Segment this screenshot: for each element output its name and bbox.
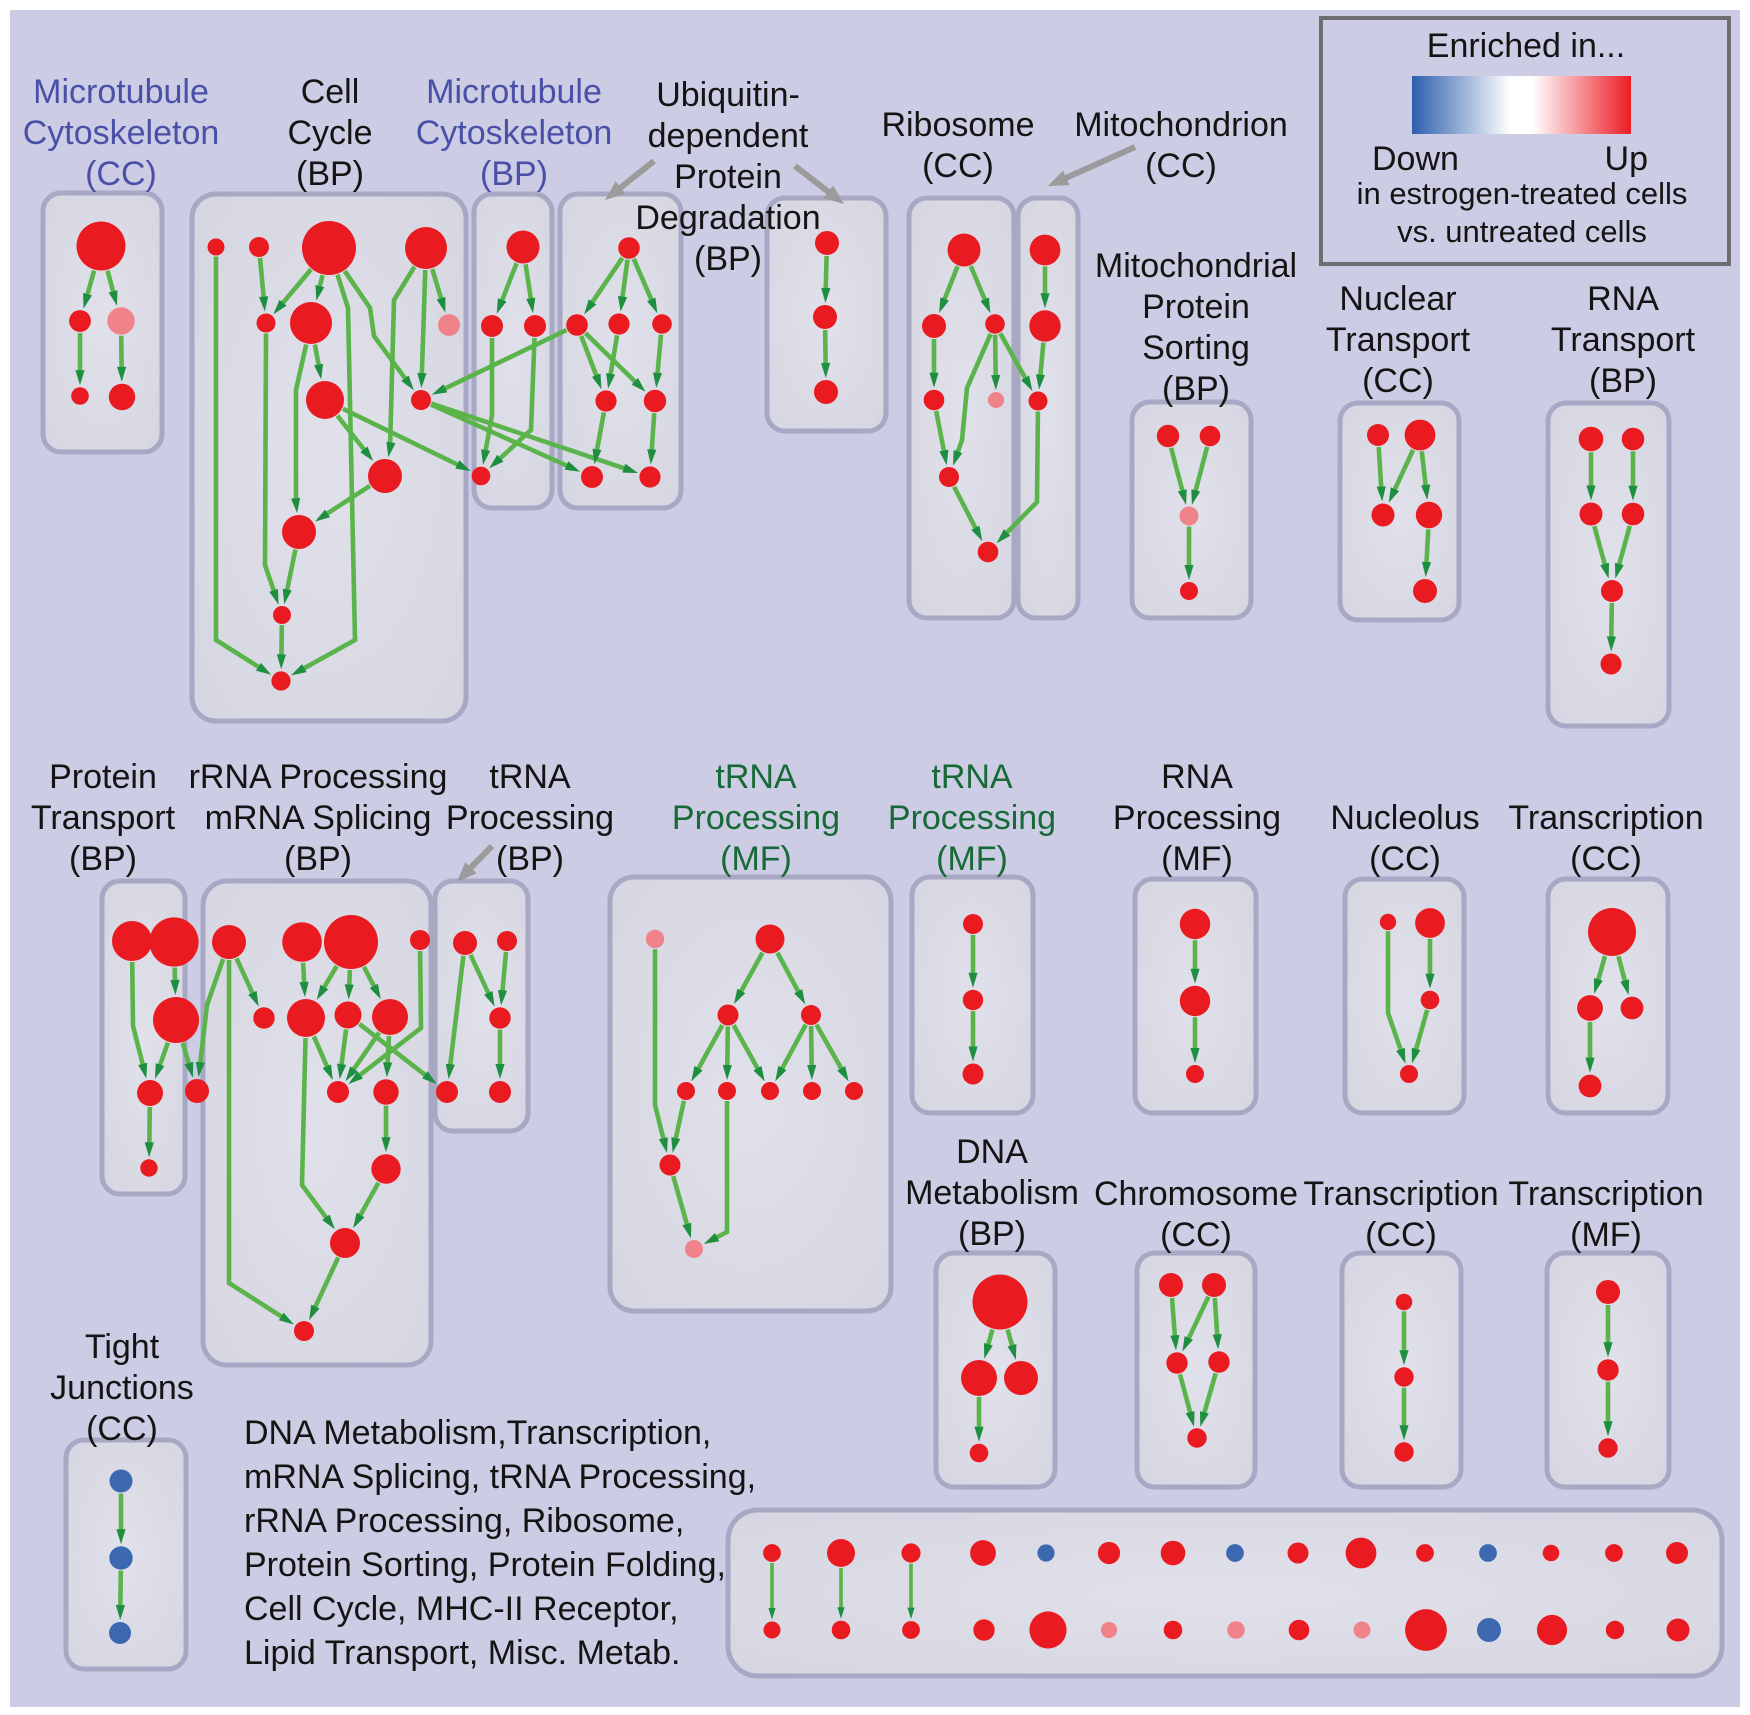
svg-text:(BP): (BP) — [496, 840, 564, 878]
svg-text:(CC): (CC) — [922, 147, 994, 185]
svg-text:Cycle: Cycle — [287, 114, 372, 152]
svg-text:Ubiquitin-: Ubiquitin- — [656, 76, 800, 114]
svg-text:(CC): (CC) — [1362, 362, 1434, 400]
svg-text:dependent: dependent — [648, 117, 809, 155]
svg-text:RNA: RNA — [1587, 280, 1659, 318]
svg-text:Protein: Protein — [674, 158, 782, 196]
svg-text:Processing: Processing — [888, 799, 1056, 837]
svg-text:(MF): (MF) — [936, 840, 1008, 878]
svg-text:(BP): (BP) — [480, 155, 548, 193]
svg-text:Transcription: Transcription — [1303, 1175, 1498, 1213]
svg-text:(MF): (MF) — [1161, 840, 1233, 878]
svg-text:(MF): (MF) — [720, 840, 792, 878]
svg-text:Microtubule: Microtubule — [33, 73, 209, 111]
svg-text:Down: Down — [1372, 140, 1459, 178]
svg-text:(BP): (BP) — [1162, 370, 1230, 408]
svg-text:(CC): (CC) — [86, 1410, 158, 1448]
svg-text:Processing: Processing — [1113, 799, 1281, 837]
svg-text:(CC): (CC) — [1145, 147, 1217, 185]
svg-text:Chromosome: Chromosome — [1094, 1175, 1298, 1213]
svg-text:Cytoskeleton: Cytoskeleton — [23, 114, 220, 152]
svg-text:Cell Cycle, MHC-II Receptor,: Cell Cycle, MHC-II Receptor, — [244, 1590, 679, 1628]
svg-text:Processing: Processing — [672, 799, 840, 837]
svg-text:(CC): (CC) — [1570, 840, 1642, 878]
svg-text:Degradation: Degradation — [635, 199, 820, 237]
svg-text:vs. untreated cells: vs. untreated cells — [1397, 214, 1647, 249]
svg-text:Nuclear: Nuclear — [1339, 280, 1456, 318]
svg-text:Protein Sorting, Protein Foldi: Protein Sorting, Protein Folding, — [244, 1546, 726, 1584]
svg-text:Tight: Tight — [85, 1328, 160, 1366]
svg-text:(BP): (BP) — [296, 155, 364, 193]
svg-text:(BP): (BP) — [958, 1215, 1026, 1253]
svg-text:Transcription: Transcription — [1508, 1175, 1703, 1213]
svg-text:(CC): (CC) — [1160, 1216, 1232, 1254]
svg-text:(BP): (BP) — [694, 240, 762, 278]
svg-text:mRNA Splicing, tRNA Processing: mRNA Splicing, tRNA Processing, — [244, 1458, 756, 1496]
svg-text:Transport: Transport — [1551, 321, 1696, 359]
svg-text:Enriched in...: Enriched in... — [1427, 27, 1625, 65]
svg-text:Cytoskeleton: Cytoskeleton — [416, 114, 613, 152]
svg-text:Mitochondrial: Mitochondrial — [1095, 247, 1297, 285]
svg-text:Processing: Processing — [446, 799, 614, 837]
svg-text:Nucleolus: Nucleolus — [1330, 799, 1479, 837]
svg-text:(CC): (CC) — [1365, 1216, 1437, 1254]
svg-text:RNA: RNA — [1161, 758, 1233, 796]
svg-text:Microtubule: Microtubule — [426, 73, 602, 111]
svg-text:DNA Metabolism,Transcription,: DNA Metabolism,Transcription, — [244, 1414, 711, 1452]
svg-text:Up: Up — [1605, 140, 1648, 178]
svg-text:rRNA Processing, Ribosome,: rRNA Processing, Ribosome, — [244, 1502, 684, 1540]
svg-text:Transcription: Transcription — [1508, 799, 1703, 837]
svg-text:(CC): (CC) — [1369, 840, 1441, 878]
svg-text:tRNA: tRNA — [931, 758, 1013, 796]
svg-text:(CC): (CC) — [85, 155, 157, 193]
svg-text:in estrogen-treated cells: in estrogen-treated cells — [1357, 176, 1688, 211]
svg-text:(BP): (BP) — [69, 840, 137, 878]
svg-text:Sorting: Sorting — [1142, 329, 1250, 367]
svg-text:Junctions: Junctions — [50, 1369, 194, 1407]
svg-text:DNA: DNA — [956, 1133, 1028, 1171]
svg-text:mRNA Splicing: mRNA Splicing — [205, 799, 432, 837]
svg-text:Cell: Cell — [301, 73, 360, 111]
svg-text:Protein: Protein — [49, 758, 157, 796]
svg-text:(BP): (BP) — [1589, 362, 1657, 400]
svg-text:rRNA Processing: rRNA Processing — [189, 758, 448, 796]
svg-text:Ribosome: Ribosome — [881, 106, 1034, 144]
svg-text:Transport: Transport — [31, 799, 176, 837]
svg-text:Lipid Transport, Misc. Metab.: Lipid Transport, Misc. Metab. — [244, 1634, 681, 1672]
svg-text:(BP): (BP) — [284, 840, 352, 878]
svg-text:Metabolism: Metabolism — [905, 1174, 1079, 1212]
svg-text:(MF): (MF) — [1570, 1216, 1642, 1254]
svg-text:Mitochondrion: Mitochondrion — [1074, 106, 1288, 144]
svg-text:Protein: Protein — [1142, 288, 1250, 326]
svg-text:tRNA: tRNA — [715, 758, 797, 796]
svg-text:tRNA: tRNA — [489, 758, 571, 796]
svg-text:Transport: Transport — [1326, 321, 1471, 359]
